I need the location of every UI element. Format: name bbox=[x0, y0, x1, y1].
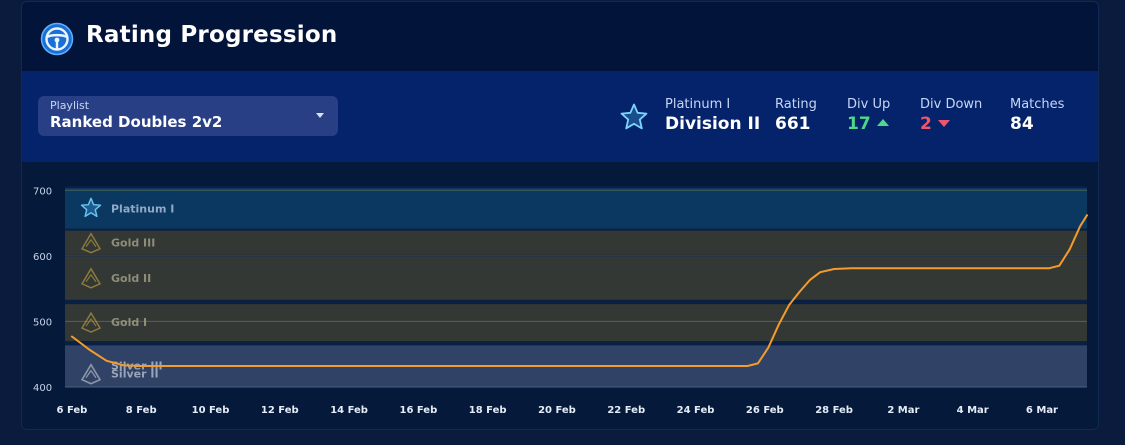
matches-value: 84 bbox=[1010, 114, 1034, 134]
silver-rank-icon-detail bbox=[85, 369, 97, 379]
matches-stat: Matches 84 bbox=[1010, 97, 1064, 134]
x-tick-label: 18 Feb bbox=[469, 405, 507, 416]
star-icon bbox=[620, 103, 648, 130]
div-up-value-row: 17 bbox=[847, 114, 890, 134]
arrow-up-icon bbox=[876, 118, 889, 126]
x-tick-label: 28 Feb bbox=[815, 405, 853, 416]
silver-rank-icon bbox=[80, 363, 102, 385]
rating-line bbox=[70, 214, 1088, 367]
rating-value: 661 bbox=[775, 114, 811, 134]
div-up-label: Div Up bbox=[847, 97, 891, 112]
x-tick-label: 10 Feb bbox=[192, 405, 230, 416]
band-label: Gold I bbox=[111, 316, 147, 329]
arrow-down-icon bbox=[937, 119, 950, 127]
gold-rank-icon-detail bbox=[85, 318, 97, 327]
div-down-stat: Div Down 2 bbox=[920, 97, 982, 134]
gold-rank-icon bbox=[80, 267, 102, 289]
matches-label: Matches bbox=[1010, 97, 1065, 112]
x-tick-label: 20 Feb bbox=[538, 405, 576, 416]
rating-chart-svg: Platinum I Gold III Gold II Gold I Silver II… bbox=[33, 186, 1088, 416]
playlist-label: Playlist bbox=[50, 99, 90, 112]
div-down-value-row: 2 bbox=[920, 114, 982, 134]
rating-progression-card: Rating Progression Playlist Ranked Doubl… bbox=[21, 1, 1099, 430]
x-tick-label: 12 Feb bbox=[261, 405, 299, 416]
rating-chart: Platinum I Gold III Gold II Gold I Silver II… bbox=[22, 162, 1098, 429]
div-down-label: Div Down bbox=[920, 97, 983, 112]
rating-label: Rating bbox=[775, 97, 817, 112]
chevron-down-icon bbox=[316, 113, 324, 118]
playlist-value: Ranked Doubles 2v2 bbox=[50, 113, 223, 131]
rank-tier: Platinum I bbox=[665, 97, 731, 112]
x-tick-label: 14 Feb bbox=[330, 405, 368, 416]
gold-rank-icon-detail bbox=[85, 238, 97, 248]
band-label: Silver II bbox=[111, 368, 159, 381]
rating-stat: Rating 661 bbox=[775, 97, 817, 134]
y-tick-label: 600 bbox=[33, 252, 52, 263]
x-tick-label: 2 Mar bbox=[887, 405, 919, 416]
x-tick-label: 6 Feb bbox=[57, 405, 88, 416]
page-title: Rating Progression bbox=[86, 22, 338, 48]
x-tick-label: 16 Feb bbox=[399, 405, 437, 416]
gold-rank-icon bbox=[80, 232, 102, 254]
x-tick-label: 6 Mar bbox=[1026, 405, 1058, 416]
div-up-stat: Div Up 17 bbox=[847, 97, 890, 134]
steering-wheel-icon bbox=[40, 22, 74, 56]
div-up-value: 17 bbox=[847, 114, 871, 134]
x-tick-label: 4 Mar bbox=[957, 405, 989, 416]
rank-band bbox=[65, 255, 1087, 300]
card-header: Rating Progression bbox=[22, 2, 1098, 71]
y-tick-label: 400 bbox=[33, 383, 52, 394]
gold-rank-icon-detail bbox=[85, 273, 97, 283]
x-tick-label: 22 Feb bbox=[607, 405, 645, 416]
playlist-dropdown[interactable]: Playlist Ranked Doubles 2v2 bbox=[38, 96, 338, 136]
rank-band bbox=[65, 303, 1087, 342]
div-down-value: 2 bbox=[920, 114, 932, 134]
summary-bar: Playlist Ranked Doubles 2v2 Platinum I D… bbox=[22, 71, 1098, 162]
band-label: Platinum I bbox=[111, 202, 174, 215]
star-icon bbox=[80, 197, 102, 218]
rank-info: Platinum I Division II bbox=[665, 97, 760, 134]
rank-division: Division II bbox=[665, 114, 761, 134]
band-label: Gold III bbox=[111, 237, 155, 250]
rank-band bbox=[65, 187, 1087, 230]
rank-band bbox=[65, 229, 1087, 256]
x-tick-label: 24 Feb bbox=[677, 405, 715, 416]
x-tick-label: 8 Feb bbox=[126, 405, 157, 416]
gold-rank-icon bbox=[80, 311, 102, 333]
y-tick-label: 500 bbox=[33, 317, 52, 328]
x-tick-label: 26 Feb bbox=[746, 405, 784, 416]
y-tick-label: 700 bbox=[33, 186, 52, 197]
band-label: Gold II bbox=[111, 272, 151, 285]
